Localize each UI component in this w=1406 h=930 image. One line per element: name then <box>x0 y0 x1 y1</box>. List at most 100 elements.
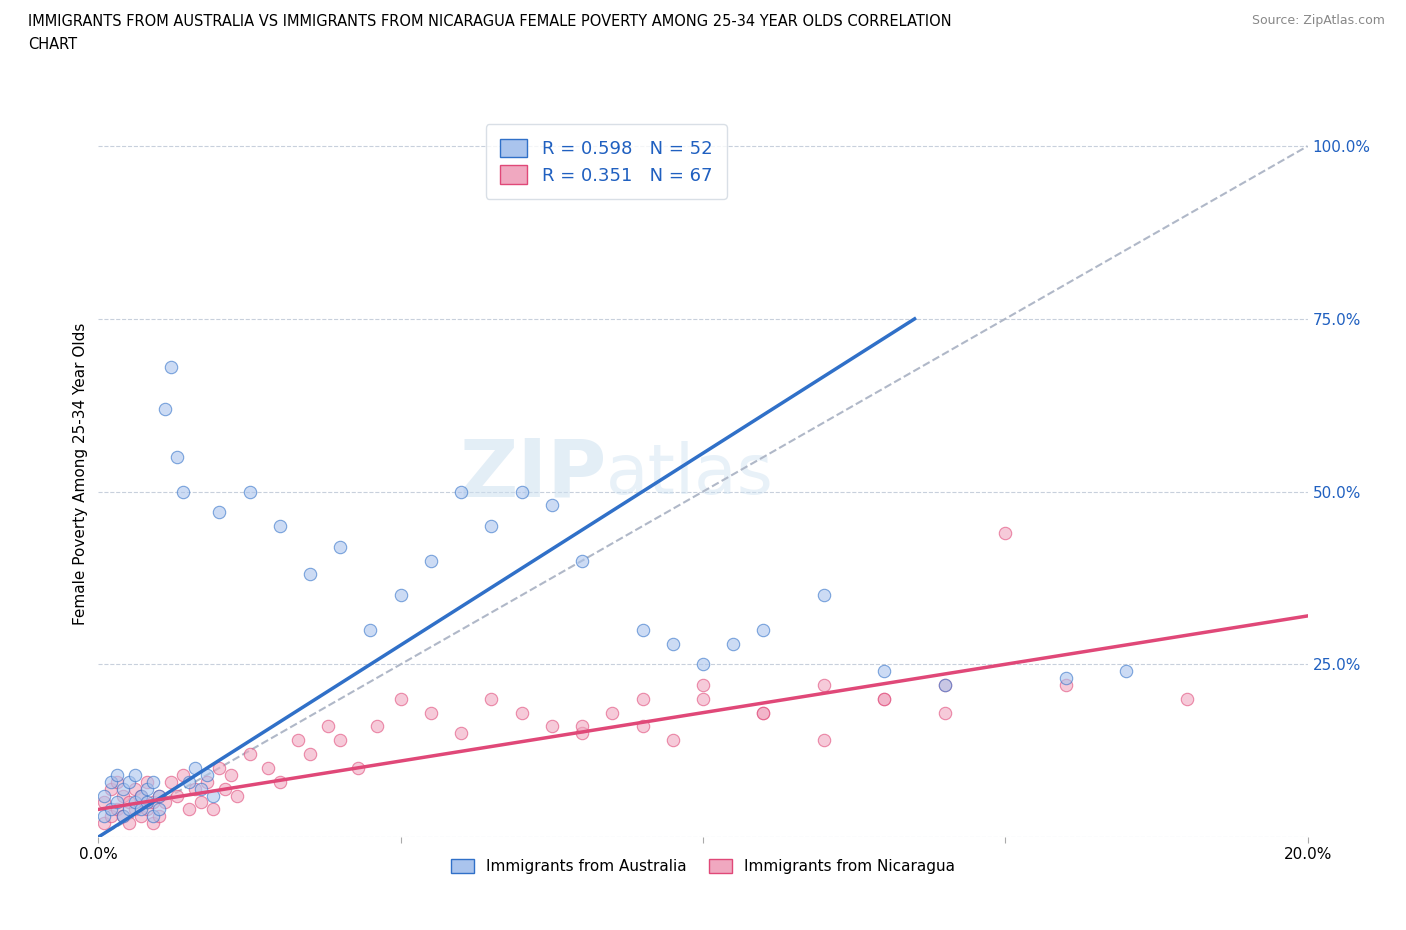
Point <box>135 781 157 796</box>
Point <box>299 747 322 762</box>
Point <box>148 802 170 817</box>
Point <box>111 788 134 803</box>
Point <box>129 788 152 803</box>
Point <box>118 795 141 810</box>
Point <box>208 505 231 520</box>
Point <box>142 795 165 810</box>
Point <box>142 816 165 830</box>
Point <box>239 485 262 499</box>
Point <box>661 636 683 651</box>
Point <box>172 485 194 499</box>
Point <box>93 809 115 824</box>
Point <box>450 485 472 499</box>
Point <box>873 691 896 706</box>
Point <box>160 360 183 375</box>
Point <box>571 726 593 741</box>
Point <box>111 781 134 796</box>
Point <box>347 761 370 776</box>
Point <box>208 761 231 776</box>
Point <box>190 795 212 810</box>
Point <box>316 719 339 734</box>
Text: CHART: CHART <box>28 37 77 52</box>
Point <box>813 733 835 748</box>
Point <box>166 449 188 464</box>
Point <box>873 664 896 679</box>
Point <box>994 525 1017 540</box>
Point <box>129 809 152 824</box>
Point <box>752 622 775 637</box>
Point <box>692 678 714 693</box>
Point <box>172 767 194 782</box>
Point <box>692 691 714 706</box>
Point <box>723 636 745 651</box>
Point <box>269 775 291 790</box>
Point <box>105 775 128 790</box>
Point <box>752 705 775 720</box>
Point <box>1054 671 1077 685</box>
Point <box>481 519 503 534</box>
Point <box>873 691 896 706</box>
Point <box>202 788 225 803</box>
Point <box>105 802 128 817</box>
Point <box>148 809 170 824</box>
Point <box>329 733 352 748</box>
Point <box>934 678 956 693</box>
Point <box>269 519 291 534</box>
Point <box>510 485 533 499</box>
Point <box>420 553 443 568</box>
Point <box>105 795 128 810</box>
Point <box>124 781 146 796</box>
Point <box>118 775 141 790</box>
Point <box>813 588 835 603</box>
Point <box>1054 678 1077 693</box>
Point <box>602 705 624 720</box>
Point <box>129 788 152 803</box>
Point <box>661 733 683 748</box>
Point <box>179 802 201 817</box>
Point <box>100 781 122 796</box>
Point <box>631 719 654 734</box>
Point <box>239 747 262 762</box>
Point <box>934 678 956 693</box>
Point <box>148 788 170 803</box>
Point <box>540 719 562 734</box>
Point <box>135 802 157 817</box>
Legend: Immigrants from Australia, Immigrants from Nicaragua: Immigrants from Australia, Immigrants fr… <box>444 853 962 880</box>
Point <box>129 802 152 817</box>
Point <box>813 678 835 693</box>
Point <box>631 691 654 706</box>
Point <box>510 705 533 720</box>
Point <box>124 795 146 810</box>
Point <box>631 622 654 637</box>
Point <box>195 767 218 782</box>
Point <box>1115 664 1137 679</box>
Point <box>124 767 146 782</box>
Point <box>752 705 775 720</box>
Point <box>329 539 352 554</box>
Point <box>360 622 382 637</box>
Point <box>142 809 165 824</box>
Point <box>105 767 128 782</box>
Point <box>118 816 141 830</box>
Point <box>100 802 122 817</box>
Point <box>202 802 225 817</box>
Point <box>93 788 115 803</box>
Point <box>934 705 956 720</box>
Point <box>118 802 141 817</box>
Point <box>299 567 322 582</box>
Point <box>153 401 176 416</box>
Point <box>256 761 278 776</box>
Point <box>190 781 212 796</box>
Point <box>571 553 593 568</box>
Point <box>93 816 115 830</box>
Text: atlas: atlas <box>606 441 775 508</box>
Point <box>100 809 122 824</box>
Point <box>93 795 115 810</box>
Point <box>100 775 122 790</box>
Point <box>226 788 249 803</box>
Point <box>692 657 714 671</box>
Point <box>135 775 157 790</box>
Point <box>142 775 165 790</box>
Point <box>124 802 146 817</box>
Point <box>179 775 201 790</box>
